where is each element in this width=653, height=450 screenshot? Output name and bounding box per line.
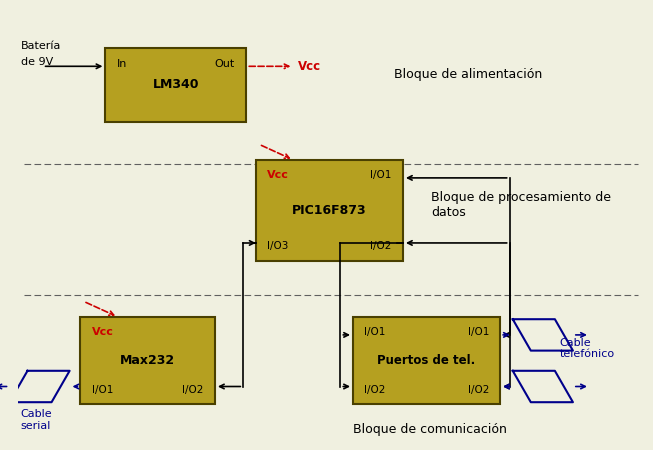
Text: Vcc: Vcc (91, 327, 114, 337)
FancyBboxPatch shape (105, 48, 246, 122)
Text: I/O2: I/O2 (370, 241, 392, 251)
Text: PIC16F873: PIC16F873 (292, 204, 367, 217)
Text: I/O1: I/O1 (468, 327, 489, 337)
Text: Vcc: Vcc (298, 60, 321, 73)
Text: In: In (117, 59, 127, 69)
Text: Cable
telefónico: Cable telefónico (560, 338, 615, 359)
Text: Bloque de procesamiento de
datos: Bloque de procesamiento de datos (431, 191, 611, 219)
Text: I/O1: I/O1 (370, 170, 392, 180)
Text: I/O2: I/O2 (364, 385, 385, 395)
Text: Bloque de comunicación: Bloque de comunicación (353, 423, 507, 436)
Text: Cable
serial: Cable serial (21, 410, 52, 431)
Text: Bloque de alimentación: Bloque de alimentación (394, 68, 542, 81)
Text: de 9V: de 9V (21, 57, 53, 67)
Text: Puertos de tel.: Puertos de tel. (377, 354, 475, 367)
Text: I/O1: I/O1 (91, 385, 113, 395)
Text: I/O1: I/O1 (364, 327, 385, 337)
Text: I/O2: I/O2 (468, 385, 489, 395)
FancyBboxPatch shape (256, 160, 403, 261)
Text: Vcc: Vcc (267, 170, 289, 180)
Text: Max232: Max232 (120, 354, 175, 367)
FancyBboxPatch shape (353, 317, 500, 405)
Text: I/O2: I/O2 (182, 385, 204, 395)
Text: LM340: LM340 (153, 78, 199, 91)
Text: Out: Out (215, 59, 235, 69)
Text: Batería: Batería (21, 41, 61, 51)
FancyBboxPatch shape (80, 317, 215, 405)
Text: I/O3: I/O3 (267, 241, 289, 251)
